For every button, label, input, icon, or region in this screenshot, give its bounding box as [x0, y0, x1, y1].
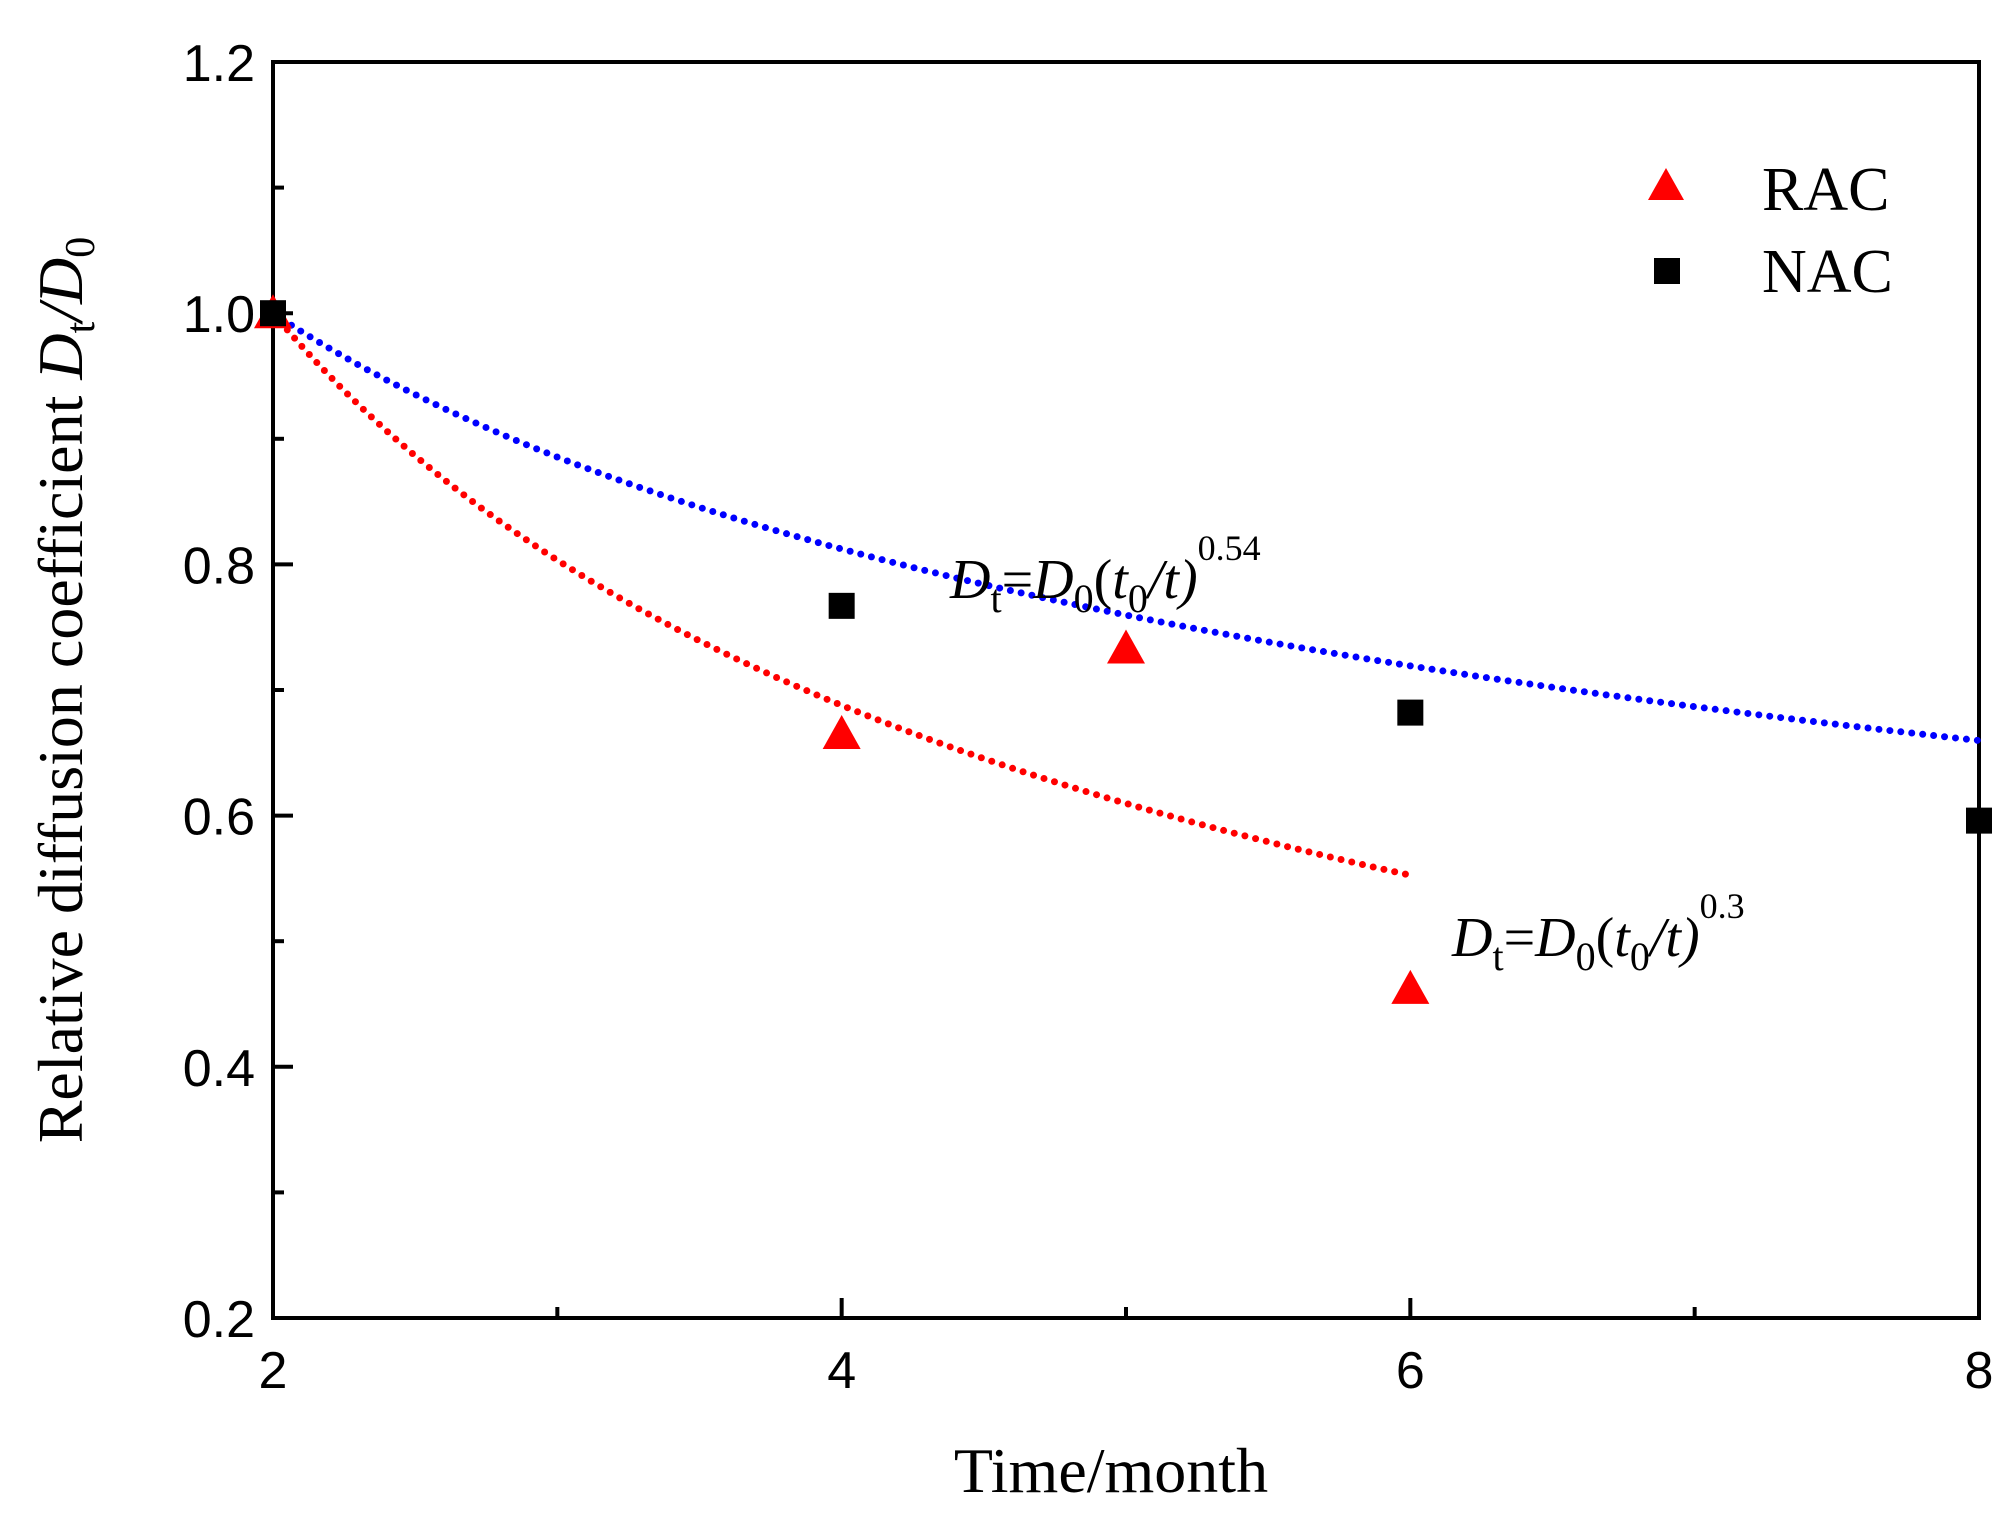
rac-fit-equation: Dt=D0(t0/t)0.3 — [1451, 886, 1745, 979]
x-tick-label: 8 — [1965, 1342, 1994, 1400]
fit-curve-nac — [269, 309, 1983, 744]
nac-point — [1966, 807, 1992, 834]
y-axis-title: Relative diffusion coefficient Dt/D0 — [25, 237, 104, 1144]
nac-point — [1397, 699, 1424, 726]
y-tick-label: 0.4 — [183, 1040, 255, 1098]
legend-nac-label: NAC — [1762, 238, 1893, 306]
y-tick-label: 1.2 — [183, 35, 255, 93]
nac-fit-equation: Dt=D0(t0/t)0.54 — [949, 528, 1261, 621]
y-tick-label: 0.8 — [183, 537, 255, 595]
data-markers — [254, 294, 1992, 1004]
legend-rac-label: RAC — [1762, 156, 1889, 224]
rac-point — [822, 714, 861, 749]
y-tick-label: 0.2 — [183, 1291, 255, 1349]
legend-rac-marker — [1648, 168, 1684, 200]
rac-point — [1107, 629, 1145, 664]
rac-point — [1391, 969, 1430, 1004]
legend-nac-marker — [1654, 258, 1680, 284]
x-tick-label: 2 — [259, 1342, 288, 1400]
plot-frame — [271, 60, 1981, 1320]
fit-curve-rac — [269, 309, 1414, 879]
y-tick-label: 1.0 — [183, 286, 255, 344]
x-axis-title: Time/month — [954, 1435, 1268, 1506]
legend: RAC NAC — [1648, 156, 1893, 306]
y-tick-label: 0.6 — [183, 789, 255, 847]
x-tick-label: 4 — [827, 1342, 856, 1400]
axis-tick-labels: 2 4 6 8 0.2 0.4 0.6 0.8 1.0 1.2 — [183, 35, 1994, 1400]
fit-curves — [269, 309, 1983, 879]
nac-point — [828, 592, 855, 619]
x-tick-label: 6 — [1396, 1342, 1425, 1400]
axis-ticks — [271, 60, 1981, 1320]
